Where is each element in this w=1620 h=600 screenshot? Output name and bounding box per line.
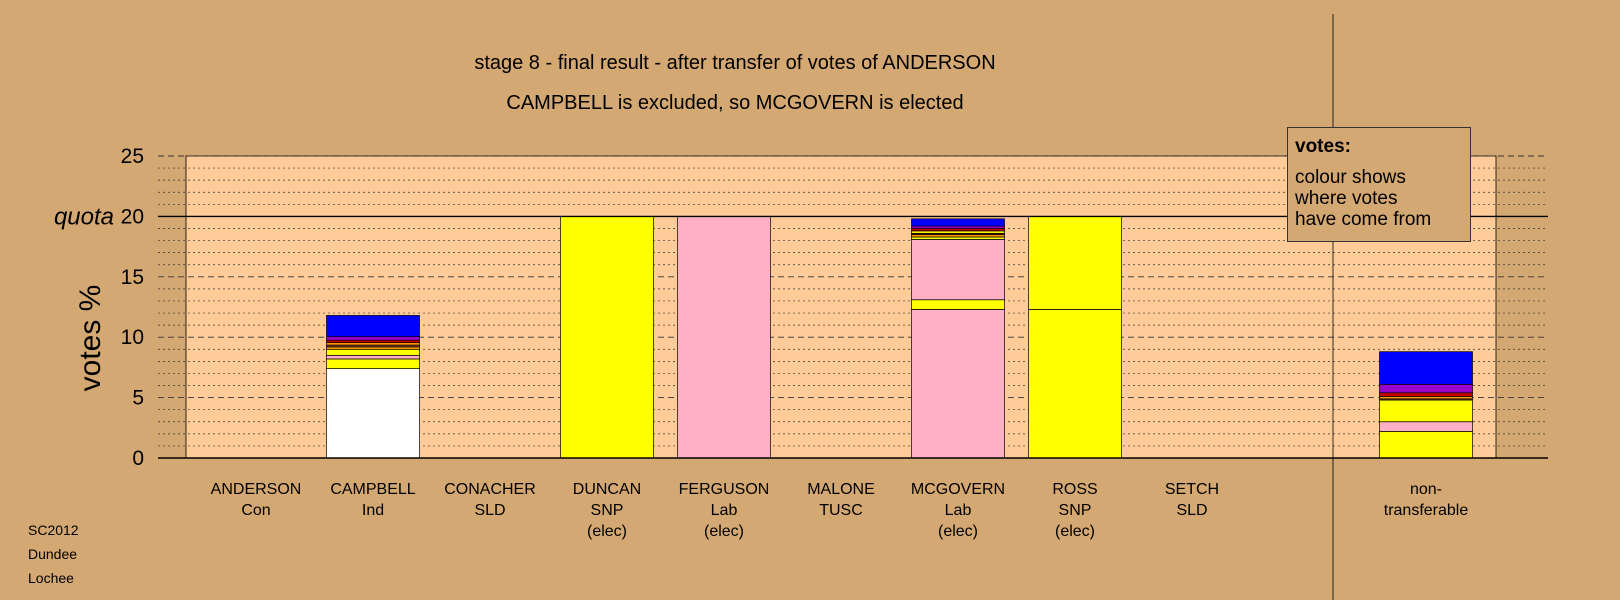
x-tick-label: SLD	[1176, 502, 1207, 519]
x-tick-label: TUSC	[819, 502, 863, 519]
bar-segment	[560, 216, 654, 459]
y-tick-label: 5	[132, 387, 144, 410]
x-tick-label: CONACHER	[444, 481, 536, 498]
x-tick-label: SNP	[1059, 502, 1092, 519]
bar-segment	[1028, 309, 1122, 459]
x-tick-label: Lab	[711, 502, 738, 519]
bar-segment	[326, 358, 420, 369]
footnote-council: Dundee	[28, 546, 78, 562]
x-tick-label: (elec)	[587, 523, 627, 540]
y-tick-label: 0	[132, 447, 144, 470]
y-tick-label: 20	[121, 205, 144, 228]
legend-line: colour shows	[1295, 167, 1406, 188]
y-tick-label: 15	[121, 266, 144, 289]
legend-box: votes: colour shows where votes have com…	[1287, 127, 1471, 242]
x-tick-label: (elec)	[938, 523, 978, 540]
x-tick-label: transferable	[1384, 502, 1469, 519]
bar-segment	[326, 354, 420, 360]
x-tick-label: Lab	[945, 502, 972, 519]
footnote-election: SC2012	[28, 522, 79, 538]
bar-segment	[326, 339, 420, 343]
bar-segment	[1379, 392, 1473, 397]
bar-segment	[1379, 396, 1473, 400]
bar-segment	[1379, 351, 1473, 385]
bar-segment	[326, 336, 420, 341]
x-tick-label: DUNCAN	[573, 481, 641, 498]
chart-title-line1: stage 8 - final result - after transfer …	[474, 52, 996, 74]
bar-segment	[911, 234, 1005, 238]
y-tick-label: 25	[121, 145, 144, 168]
x-tick-label: ROSS	[1052, 481, 1097, 498]
y-axis-label: votes %	[74, 285, 107, 392]
bar-segment	[1028, 216, 1122, 310]
bar-segment	[911, 299, 1005, 310]
bar-segment	[677, 216, 771, 459]
x-tick-label: SETCH	[1165, 481, 1219, 498]
legend-line: have come from	[1295, 209, 1432, 230]
x-tick-label: CAMPBELL	[330, 481, 415, 498]
bar-segment	[911, 309, 1005, 459]
chart-title-line2: CAMPBELL is excluded, so MCGOVERN is ele…	[506, 92, 964, 114]
x-tick-label: (elec)	[1055, 523, 1095, 540]
x-tick-label: ANDERSON	[211, 481, 302, 498]
bar-segment	[326, 346, 420, 350]
bar-segment	[326, 348, 420, 356]
bar-segment	[1379, 399, 1473, 423]
bar-segment	[326, 368, 420, 459]
bar-segment	[1379, 431, 1473, 459]
bars	[326, 216, 1473, 459]
x-tick-label: Con	[241, 502, 270, 519]
legend-line: where votes	[1295, 188, 1398, 209]
bar-segment	[911, 236, 1005, 240]
legend-title: votes:	[1295, 136, 1351, 157]
x-tick-label: SLD	[474, 502, 505, 519]
x-axis-labels: ANDERSON Con CAMPBELL Ind CONACHER SLD DUNCAN S…	[211, 481, 1469, 540]
bar-segment	[1379, 421, 1473, 432]
bar-segment	[326, 342, 420, 346]
bar-segment	[911, 218, 1005, 227]
x-tick-label: Ind	[362, 502, 384, 519]
y-tick-label: 10	[121, 326, 144, 349]
bar-segment	[1379, 383, 1473, 394]
bar-segment	[911, 225, 1005, 229]
bar-segment	[911, 230, 1005, 234]
x-tick-label: FERGUSON	[679, 481, 770, 498]
x-tick-label: non-	[1410, 481, 1442, 498]
x-tick-label: MCGOVERN	[911, 481, 1005, 498]
bar-segment	[326, 315, 420, 337]
bar-segment	[911, 228, 1005, 232]
bar-segment	[911, 239, 1005, 301]
x-tick-label: MALONE	[807, 481, 875, 498]
x-tick-label: (elec)	[704, 523, 744, 540]
x-tick-label: SNP	[591, 502, 624, 519]
footnote-ward: Lochee	[28, 570, 74, 586]
quota-label: quota	[54, 203, 114, 230]
